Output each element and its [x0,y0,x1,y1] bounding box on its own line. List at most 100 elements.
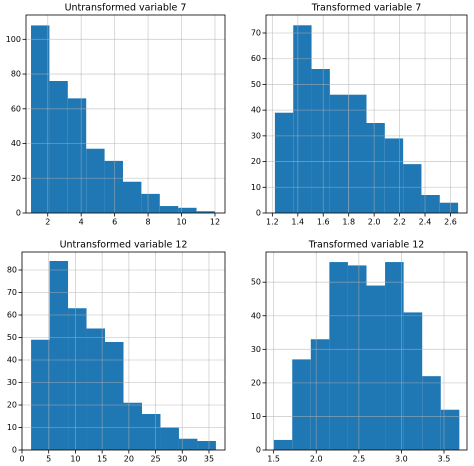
x-tick-label: 1.4 [291,218,304,227]
bar [311,69,330,213]
y-tick-label: 20 [251,378,261,387]
x-tick-label: 0 [19,455,24,464]
x-tick-label: 2.4 [419,218,432,227]
bar [123,402,142,450]
bar [31,339,50,450]
bar [292,359,311,450]
chart-title: Transformed variable 7 [311,3,422,14]
y-tick-label: 10 [251,183,261,192]
chart-title: Untransformed variable 7 [65,3,187,14]
bar [439,202,459,213]
y-tick-label: 20 [11,174,21,183]
bar [421,195,440,213]
y-tick-label: 50 [7,333,17,342]
bar [293,25,312,213]
chart-title: Untransformed variable 12 [60,240,188,251]
x-tick-label: 1.8 [342,218,355,227]
y-tick-label: 0 [12,446,17,455]
bar [86,148,105,213]
y-tick-label: 20 [7,401,17,410]
x-tick-label: 1.2 [266,218,279,227]
bar [141,193,160,213]
y-tick-label: 100 [6,35,21,44]
bar [178,207,197,213]
y-tick-label: 60 [11,104,21,113]
bar [422,376,441,450]
x-tick-label: 2.5 [352,455,365,464]
bar [31,25,50,214]
y-tick-label: 40 [251,106,261,115]
x-tick-label: 8 [146,218,151,227]
bar [403,312,423,450]
y-tick-label: 70 [251,29,261,38]
bar [67,98,87,213]
bar [104,160,123,213]
x-tick-label: 12 [210,218,220,227]
bar [196,211,215,213]
y-tick-label: 50 [251,80,261,89]
y-tick-label: 70 [7,288,17,297]
bar [105,342,124,450]
y-tick-label: 30 [251,345,261,354]
x-tick-label: 20 [124,455,134,464]
x-tick-label: 4 [79,218,84,227]
bar [86,328,106,450]
axes-frame [265,14,468,214]
x-tick-label: 5 [46,455,51,464]
bar [385,262,404,450]
x-tick-label: 1.6 [317,218,330,227]
y-tick-label: 30 [251,131,261,140]
y-tick-label: 40 [7,356,17,365]
bar [141,414,161,450]
bar [68,308,87,450]
x-tick-label: 35 [204,455,214,464]
x-tick-label: 1.5 [267,455,280,464]
x-tick-label: 2.0 [368,218,381,227]
y-tick-label: 50 [251,278,261,287]
y-tick-label: 30 [7,378,17,387]
bar [403,164,422,213]
bar [440,409,460,450]
bar [366,285,386,450]
y-tick-label: 80 [7,266,17,275]
bar [329,262,348,450]
bar [273,439,293,450]
x-tick-label: 10 [70,455,80,464]
y-tick-label: 10 [251,412,261,421]
y-tick-label: 60 [7,311,17,320]
y-tick-label: 0 [256,209,261,218]
y-tick-label: 60 [251,54,261,63]
x-tick-label: 2.0 [310,455,323,464]
bar [329,94,349,213]
bar [159,206,179,213]
y-tick-label: 0 [16,209,21,218]
y-tick-label: 40 [11,139,21,148]
x-tick-label: 15 [97,455,107,464]
x-tick-label: 2.2 [393,218,406,227]
bar [274,112,294,213]
x-tick-label: 2.6 [444,218,457,227]
bar [310,339,330,450]
bar [122,181,142,213]
y-tick-label: 0 [256,446,261,455]
bar [49,81,68,213]
bar [178,438,198,450]
y-tick-label: 80 [11,70,21,79]
axes-frame [21,251,226,451]
x-tick-label: 6 [112,218,117,227]
y-tick-label: 40 [251,311,261,320]
axes-frame [265,251,468,451]
bar [160,427,179,450]
x-tick-label: 2 [45,218,50,227]
y-tick-label: 20 [251,157,261,166]
x-tick-label: 3.0 [395,455,408,464]
x-tick-label: 3.5 [438,455,451,464]
x-tick-label: 10 [176,218,186,227]
axes-frame [25,14,226,214]
bar [49,261,69,450]
x-tick-label: 30 [177,455,187,464]
chart-title: Transformed variable 12 [308,240,425,251]
bar [384,138,404,213]
y-tick-label: 10 [7,423,17,432]
